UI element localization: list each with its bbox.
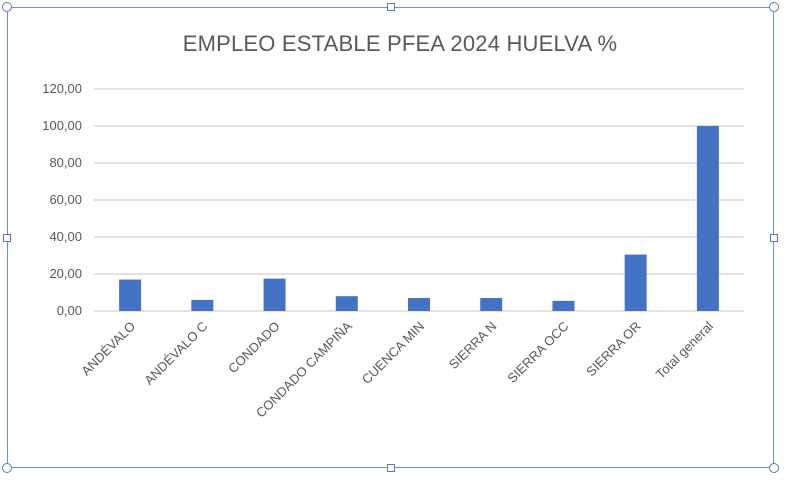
y-tick-label: 80,00: [49, 155, 82, 170]
x-tick-label: ANDÉVALO: [78, 319, 138, 379]
y-tick-label: 20,00: [49, 266, 82, 281]
resize-handle-top-left[interactable]: [2, 2, 12, 12]
resize-handle-middle-left[interactable]: [3, 234, 11, 242]
resize-handle-bottom-center[interactable]: [387, 464, 395, 472]
bar[interactable]: [119, 279, 142, 311]
bar[interactable]: [696, 126, 719, 311]
x-tick-label: SIERRA N: [446, 319, 500, 373]
bar[interactable]: [263, 278, 286, 311]
bar[interactable]: [624, 254, 647, 311]
x-tick-label: ANDÉVALO C: [141, 319, 210, 388]
resize-handle-bottom-left[interactable]: [2, 463, 12, 473]
y-tick-label: 60,00: [49, 192, 82, 207]
resize-handle-middle-right[interactable]: [770, 234, 778, 242]
resize-handle-bottom-right[interactable]: [769, 463, 779, 473]
x-tick-label: SIERRA OCC: [504, 319, 571, 386]
bar[interactable]: [408, 298, 430, 311]
resize-handle-top-center[interactable]: [387, 3, 395, 11]
bar[interactable]: [191, 299, 214, 311]
y-tick-label: 100,00: [42, 118, 82, 133]
bar[interactable]: [552, 300, 575, 311]
bar[interactable]: [335, 296, 358, 311]
x-tick-label: Total general: [653, 318, 716, 381]
chart-title: EMPLEO ESTABLE PFEA 2024 HUELVA %: [182, 31, 618, 56]
x-tick-label: SIERRA OR: [583, 319, 644, 380]
x-tick-label: CONDADO: [225, 319, 283, 377]
y-tick-label: 40,00: [49, 229, 82, 244]
resize-handle-top-right[interactable]: [769, 2, 779, 12]
x-tick-label: CUENCA MIN: [359, 319, 427, 387]
bar[interactable]: [480, 298, 503, 311]
y-tick-label: 120,00: [42, 81, 82, 96]
y-tick-label: 0,00: [57, 303, 82, 318]
